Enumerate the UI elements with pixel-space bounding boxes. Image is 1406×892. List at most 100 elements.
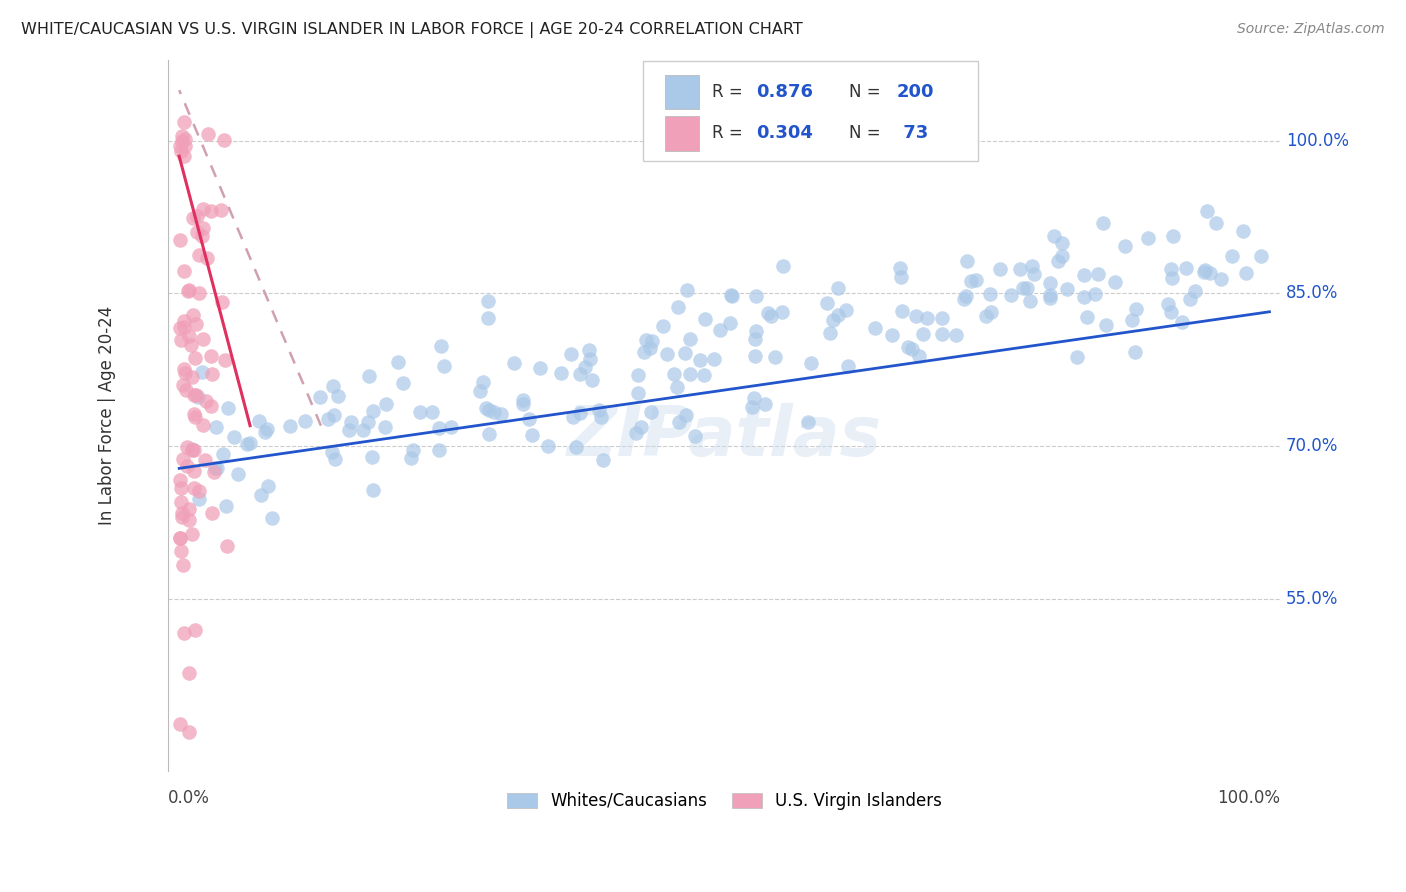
- Point: [974, 310, 997, 324]
- Text: 85.0%: 85.0%: [1286, 285, 1339, 302]
- Point: [1091, 217, 1114, 231]
- Point: [169, 531, 191, 545]
- Point: [187, 285, 209, 300]
- Point: [257, 479, 280, 493]
- Point: [170, 509, 193, 524]
- Point: [177, 666, 200, 681]
- Point: [797, 415, 820, 429]
- Point: [361, 483, 384, 497]
- Point: [179, 512, 201, 526]
- Point: [574, 360, 596, 375]
- Point: [205, 419, 228, 434]
- Point: [1170, 315, 1192, 329]
- Point: [569, 368, 592, 382]
- Point: [169, 544, 191, 558]
- Point: [180, 442, 202, 456]
- Point: [322, 379, 344, 393]
- Point: [955, 254, 977, 268]
- Point: [184, 623, 207, 637]
- Point: [1039, 276, 1062, 290]
- Point: [561, 410, 583, 425]
- Point: [183, 443, 205, 458]
- Text: Source: ZipAtlas.com: Source: ZipAtlas.com: [1237, 22, 1385, 37]
- Point: [718, 317, 741, 331]
- Text: 73: 73: [897, 125, 928, 143]
- Legend: Whites/Caucasians, U.S. Virgin Islanders: Whites/Caucasians, U.S. Virgin Islanders: [501, 785, 949, 816]
- Point: [181, 370, 204, 384]
- Point: [835, 302, 858, 317]
- Point: [173, 149, 195, 163]
- Point: [897, 340, 920, 354]
- Point: [170, 481, 193, 495]
- Point: [170, 495, 193, 509]
- Point: [201, 367, 224, 381]
- Point: [236, 437, 259, 451]
- Point: [427, 443, 450, 458]
- Text: 200: 200: [897, 83, 934, 101]
- Point: [357, 368, 380, 383]
- Point: [827, 309, 849, 323]
- Point: [1024, 267, 1046, 281]
- Point: [191, 221, 214, 235]
- Point: [177, 725, 200, 739]
- Point: [184, 388, 207, 402]
- Point: [173, 264, 195, 278]
- Point: [720, 289, 742, 303]
- Point: [173, 139, 195, 153]
- Point: [374, 397, 396, 411]
- Text: N =: N =: [849, 83, 886, 101]
- Point: [624, 425, 647, 440]
- Text: WHITE/CAUCASIAN VS U.S. VIRGIN ISLANDER IN LABOR FORCE | AGE 20-24 CORRELATION C: WHITE/CAUCASIAN VS U.S. VIRGIN ISLANDER …: [21, 22, 803, 38]
- Point: [200, 506, 222, 520]
- Point: [915, 311, 938, 326]
- Point: [1039, 288, 1062, 302]
- Point: [169, 139, 191, 153]
- Point: [827, 281, 849, 295]
- Point: [901, 342, 924, 356]
- Text: R =: R =: [711, 83, 748, 101]
- Point: [512, 393, 534, 408]
- Point: [1161, 228, 1184, 243]
- Point: [880, 328, 903, 343]
- Point: [641, 334, 664, 348]
- Point: [550, 367, 572, 381]
- Point: [228, 467, 250, 481]
- Point: [818, 326, 841, 340]
- Point: [172, 452, 194, 467]
- Point: [212, 133, 235, 147]
- Point: [489, 407, 512, 421]
- Point: [173, 115, 195, 129]
- Point: [183, 481, 205, 495]
- Point: [374, 420, 396, 434]
- Point: [1114, 239, 1136, 253]
- Point: [195, 251, 218, 265]
- Point: [173, 314, 195, 328]
- Point: [191, 202, 214, 217]
- Point: [183, 464, 205, 478]
- Point: [193, 417, 215, 432]
- Text: ZIPatlas: ZIPatlas: [567, 403, 882, 470]
- Point: [214, 353, 236, 368]
- Point: [1160, 261, 1182, 276]
- Point: [745, 289, 768, 303]
- Point: [294, 414, 316, 428]
- Point: [172, 378, 194, 392]
- Point: [889, 260, 911, 275]
- Point: [821, 313, 844, 327]
- Point: [1220, 249, 1243, 263]
- Point: [529, 361, 551, 376]
- Point: [169, 716, 191, 731]
- Point: [673, 346, 696, 360]
- Point: [325, 451, 347, 466]
- Point: [988, 262, 1011, 277]
- Point: [1125, 302, 1147, 317]
- Point: [187, 390, 209, 404]
- Point: [361, 404, 384, 418]
- Point: [537, 439, 560, 453]
- Point: [180, 338, 202, 352]
- Point: [1015, 281, 1038, 295]
- Point: [683, 429, 706, 443]
- Point: [170, 333, 193, 347]
- Point: [247, 414, 270, 428]
- Point: [578, 343, 600, 358]
